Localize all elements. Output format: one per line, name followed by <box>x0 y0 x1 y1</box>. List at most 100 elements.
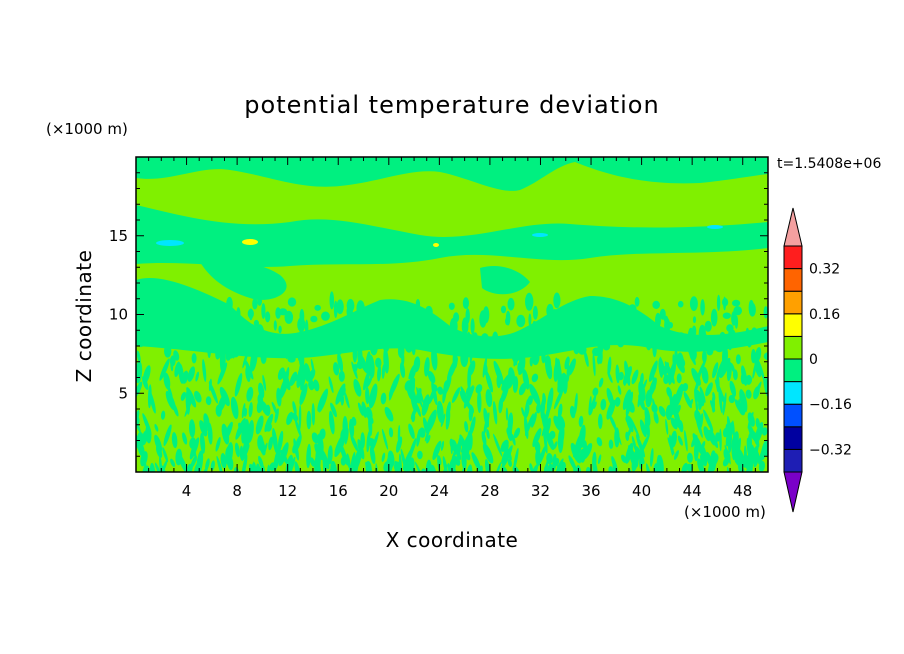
field-cell <box>381 364 385 379</box>
field-cell <box>253 461 258 472</box>
field-cell <box>415 299 421 310</box>
field-cell <box>388 373 400 398</box>
field-cell <box>432 440 442 461</box>
field-cell <box>384 406 394 422</box>
field-cell <box>277 430 284 452</box>
field-cell <box>449 438 455 450</box>
field-cell <box>485 370 494 393</box>
field-cell <box>253 319 259 327</box>
field-cell <box>764 327 768 336</box>
field-cell <box>746 437 753 464</box>
field-cell <box>227 456 234 471</box>
field-cell <box>425 409 437 434</box>
field-cell <box>262 442 268 456</box>
field-cell <box>235 417 246 440</box>
x-tick-label: 28 <box>480 482 499 500</box>
field-cell <box>668 322 673 329</box>
field-cell <box>138 332 144 348</box>
y-unit-label: (×1000 m) <box>46 120 128 138</box>
field-cell <box>468 360 476 376</box>
field-cell <box>540 397 546 419</box>
field-cell <box>735 445 747 468</box>
field-cell <box>469 416 476 436</box>
field-cell <box>367 354 375 379</box>
colorbar-swatch <box>783 381 803 405</box>
field-cell <box>361 401 367 418</box>
field-cell <box>485 458 492 472</box>
field-cell <box>574 313 581 329</box>
field-cell <box>598 413 603 429</box>
y-axis-label: Z coordinate <box>72 250 96 383</box>
field-cell <box>532 305 538 320</box>
field-cell <box>584 350 589 367</box>
field-cell <box>333 303 341 310</box>
field-cell <box>248 324 255 331</box>
field-cell <box>718 389 723 414</box>
field-cell <box>607 356 612 375</box>
field-cell <box>170 314 176 332</box>
field-cell <box>273 320 277 331</box>
field-cell <box>722 392 727 416</box>
field-cell <box>712 362 719 379</box>
field-cell <box>695 415 703 438</box>
x-tick-label: 12 <box>278 482 297 500</box>
field-cell <box>570 442 582 464</box>
field-cell <box>294 461 303 472</box>
field-cell <box>501 465 509 472</box>
field-cell <box>658 406 666 417</box>
field-cell <box>507 412 514 433</box>
field-cell <box>368 383 378 409</box>
field-cell <box>694 389 705 407</box>
field-cell <box>549 430 556 440</box>
field-cell <box>352 345 358 363</box>
field-cell <box>314 304 322 311</box>
field-cell <box>215 437 221 452</box>
field-cell <box>165 390 176 411</box>
field-cell <box>529 463 533 472</box>
field-cell <box>241 454 248 472</box>
field-cell <box>215 404 222 417</box>
field-cell <box>156 329 161 342</box>
field-cell <box>466 331 471 343</box>
field-cell <box>149 298 156 306</box>
field-cell <box>203 415 209 425</box>
field-cell <box>193 334 202 342</box>
field-cell <box>180 391 187 401</box>
field-cell <box>608 439 614 449</box>
x-tick-label: 8 <box>232 482 242 500</box>
field-cell <box>500 439 509 452</box>
field-cell <box>562 373 568 394</box>
field-cell <box>733 306 742 316</box>
field-cell <box>272 428 278 454</box>
field-cell <box>328 410 335 435</box>
field-cell <box>250 348 258 372</box>
field-cell <box>417 450 423 460</box>
field-cell <box>142 365 151 385</box>
field-cell <box>661 329 665 347</box>
field-cell <box>388 427 394 438</box>
field-cell <box>294 418 302 438</box>
field-cell <box>258 382 265 399</box>
field-cell <box>677 332 685 340</box>
field-cell <box>722 457 730 467</box>
field-cell <box>527 395 533 406</box>
field-cell <box>453 312 460 323</box>
field-cell <box>451 438 462 460</box>
field-cell <box>357 439 365 460</box>
field-cell <box>241 403 246 419</box>
field-cell <box>408 423 415 439</box>
field-cell <box>164 344 172 358</box>
field-cell <box>188 325 194 343</box>
field-cell <box>443 380 449 392</box>
field-cell <box>745 327 750 340</box>
field-cell <box>176 338 184 348</box>
field-cell <box>544 355 552 370</box>
field-cell <box>700 299 705 316</box>
field-cell <box>309 457 316 467</box>
field-cell <box>418 321 428 329</box>
field-cell <box>608 466 614 472</box>
field-cell <box>482 306 490 324</box>
colorbar-label: 0.16 <box>809 307 840 323</box>
field-cell <box>311 403 316 426</box>
field-cell <box>620 454 627 463</box>
